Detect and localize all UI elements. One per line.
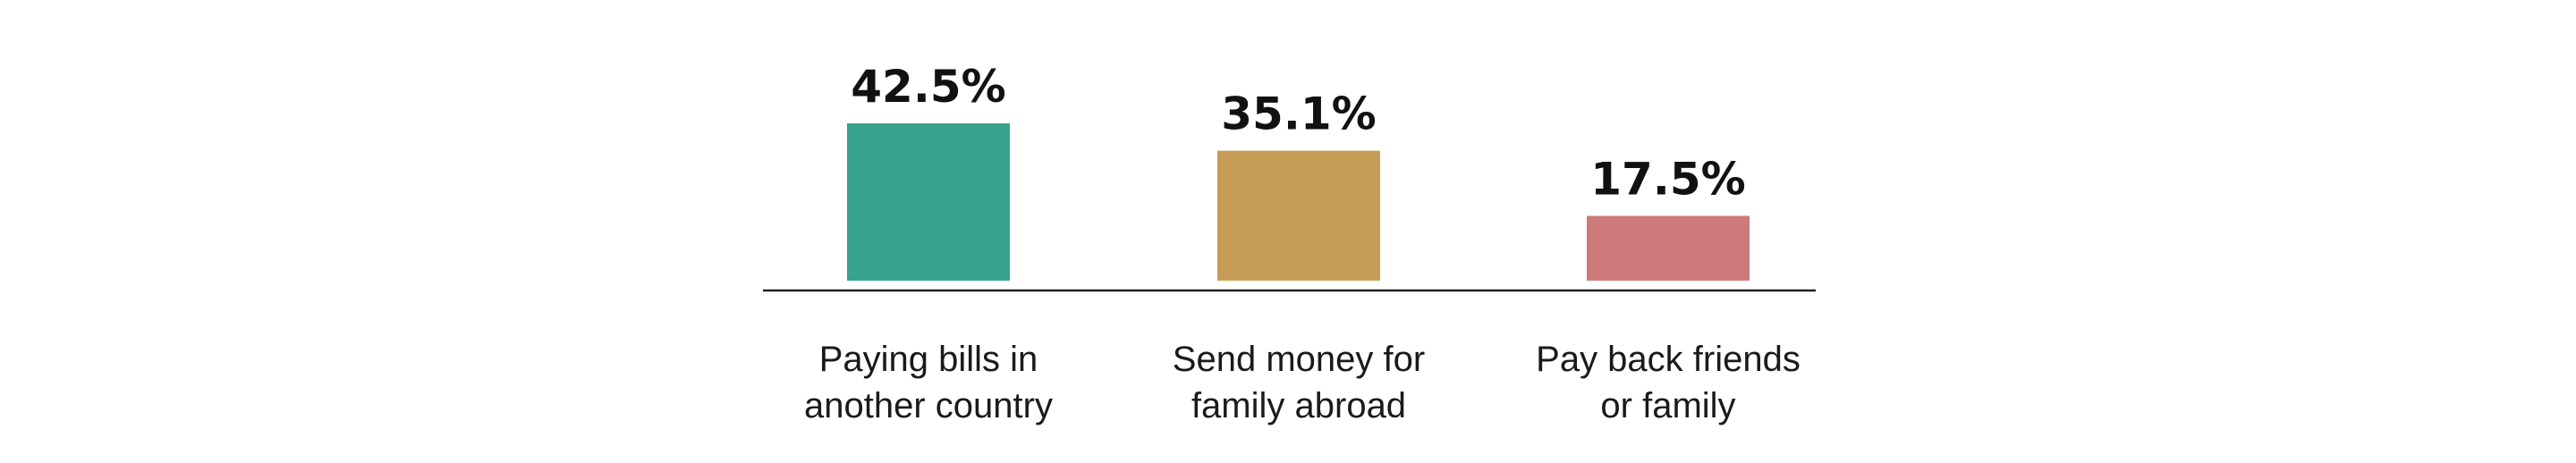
category-label-line: Pay back friends bbox=[1536, 340, 1801, 379]
category-labels-group: Paying bills in another country Send money… bbox=[804, 340, 1801, 425]
bar-value-label: 17.5% bbox=[1590, 154, 1745, 206]
bar-value-label: 42.5% bbox=[851, 61, 1005, 113]
category-label-line: Send money for bbox=[1173, 340, 1425, 379]
bar-1 bbox=[847, 123, 1010, 281]
bars-group bbox=[847, 123, 1750, 281]
category-label-line: another country bbox=[804, 386, 1053, 425]
category-label-line: Paying bills in bbox=[819, 340, 1038, 379]
bar-2 bbox=[1217, 150, 1380, 281]
bar-value-label: 35.1% bbox=[1221, 88, 1376, 140]
value-labels-group: 42.5% 35.1% 17.5% bbox=[851, 61, 1745, 206]
category-label-line: or family bbox=[1600, 386, 1735, 425]
bar-3 bbox=[1587, 215, 1750, 281]
category-label-line: family abroad bbox=[1191, 386, 1406, 425]
